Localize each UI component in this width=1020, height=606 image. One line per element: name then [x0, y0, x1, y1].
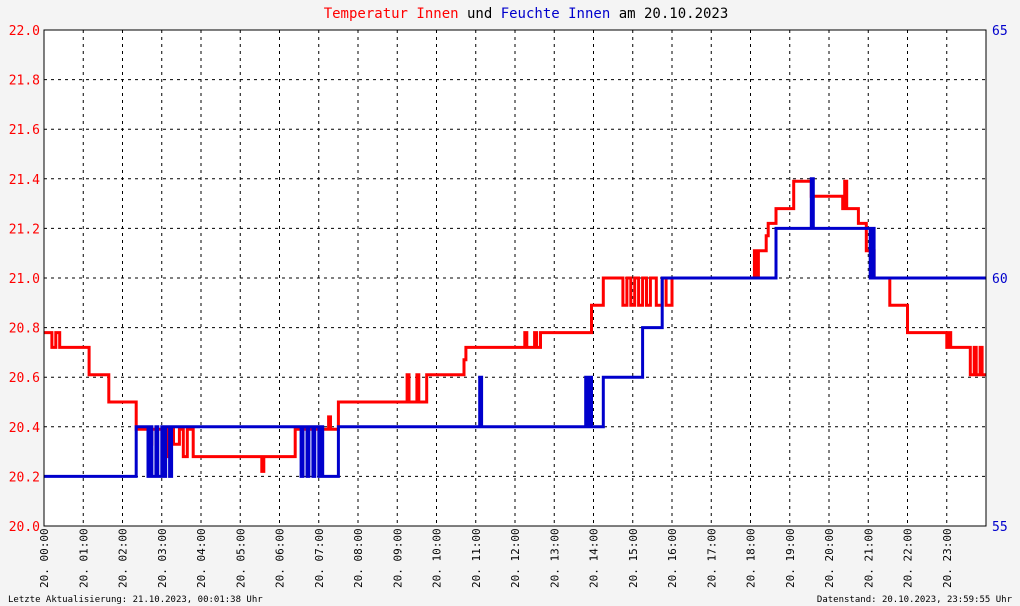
- x-tick-label: 20. 10:00: [431, 528, 444, 588]
- y-left-tick-label: 21.6: [9, 123, 40, 138]
- x-tick-label: 20. 20:00: [823, 528, 836, 588]
- x-tick-label: 20. 07:00: [313, 528, 326, 588]
- series-layer: [44, 177, 986, 478]
- plot-border: [43, 29, 987, 527]
- x-tick-label: 20. 06:00: [274, 528, 287, 588]
- y-left-tick-label: 21.2: [9, 222, 40, 237]
- footer-data-status: Datenstand: 20.10.2023, 23:59:55 Uhr: [817, 595, 1013, 605]
- x-tick-label: 20. 08:00: [352, 528, 365, 588]
- y-left-tick-label: 21.0: [9, 272, 40, 287]
- x-tick-label: 20. 19:00: [784, 528, 797, 588]
- y-right-tick-label: 65: [992, 24, 1008, 39]
- x-tick-label: 20. 16:00: [666, 528, 679, 588]
- title-humidity: Feuchte Innen: [501, 6, 611, 22]
- x-tick-label: 20. 23:00: [941, 528, 954, 588]
- y-left-tick-label: 21.8: [9, 74, 40, 89]
- chart-title: Temperatur Innen und Feuchte Innen am 20…: [324, 6, 729, 22]
- right-axis: 55 60 65: [992, 24, 1008, 535]
- x-tick-label: 20. 02:00: [117, 528, 130, 588]
- y-left-tick-label: 20.8: [9, 322, 40, 337]
- y-left-tick-label: 20.2: [9, 470, 40, 485]
- x-tick-label: 20. 18:00: [745, 528, 758, 588]
- x-tick-label: 20. 21:00: [862, 528, 875, 588]
- temperature-series-line: [44, 179, 986, 473]
- x-tick-label: 20. 00:00: [38, 528, 51, 588]
- x-tick-label: 20. 03:00: [156, 528, 169, 588]
- y-right-tick-label: 60: [992, 272, 1008, 287]
- y-left-tick-label: 20.0: [9, 520, 40, 535]
- y-left-tick-label: 20.4: [9, 421, 40, 436]
- title-temperature: Temperatur Innen: [324, 6, 459, 22]
- left-axis: 20.0 20.2 20.4 20.6 20.8 21.0 21.2 21.4 21.6 21.8…: [9, 24, 40, 535]
- x-tick-label: 20. 13:00: [548, 528, 561, 588]
- x-axis: 20. 00:00 20. 01:00 20. 02:00 20. 03:00 20. …: [38, 528, 954, 588]
- y-left-tick-label: 21.4: [9, 173, 40, 188]
- x-tick-label: 20. 17:00: [705, 528, 718, 588]
- x-tick-label: 20. 22:00: [902, 528, 915, 588]
- x-tick-label: 20. 04:00: [195, 528, 208, 588]
- y-right-tick-label: 55: [992, 520, 1008, 535]
- humidity-series-line: [44, 177, 986, 478]
- x-tick-label: 20. 11:00: [470, 528, 483, 588]
- title-connector: und: [459, 6, 501, 22]
- x-tick-label: 20. 12:00: [509, 528, 522, 588]
- y-left-tick-label: 20.6: [9, 371, 40, 386]
- x-tick-label: 20. 09:00: [391, 528, 404, 588]
- footer-last-update: Letzte Aktualisierung: 21.10.2023, 00:01…: [8, 595, 263, 605]
- x-tick-label: 20. 14:00: [588, 528, 601, 588]
- x-tick-label: 20. 01:00: [77, 528, 90, 588]
- title-date: am 20.10.2023: [610, 6, 728, 22]
- x-tick-label: 20. 15:00: [627, 528, 640, 588]
- x-tick-label: 20. 05:00: [234, 528, 247, 588]
- y-left-tick-label: 22.0: [9, 24, 40, 39]
